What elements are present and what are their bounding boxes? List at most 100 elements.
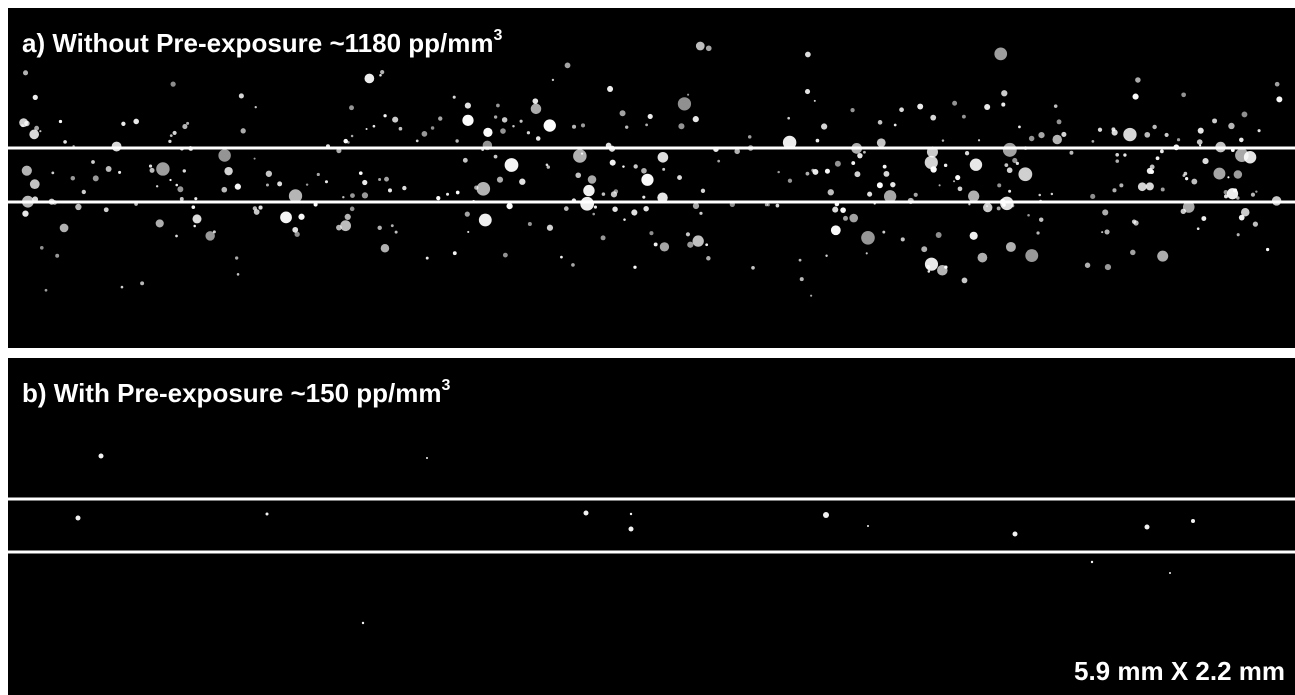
particle: [1244, 151, 1256, 163]
particle: [22, 166, 32, 176]
particle: [266, 171, 272, 177]
particle: [645, 124, 648, 127]
particle: [1227, 176, 1229, 178]
particle: [584, 511, 589, 516]
particle: [494, 115, 497, 118]
particle: [765, 203, 768, 206]
particle: [751, 266, 755, 270]
particle: [914, 193, 918, 197]
particle: [565, 62, 571, 68]
particle: [254, 209, 260, 215]
particle: [1276, 96, 1282, 102]
particle: [850, 108, 854, 112]
particle: [693, 203, 699, 209]
particle: [23, 70, 28, 75]
label-superscript: 3: [441, 377, 450, 394]
particle: [483, 128, 492, 137]
particle: [392, 117, 398, 123]
particle: [221, 187, 227, 193]
particle: [1051, 193, 1053, 195]
particle: [1181, 92, 1186, 97]
particle: [978, 139, 980, 141]
particle: [1092, 140, 1095, 143]
particle: [560, 256, 563, 259]
page: a) Without Pre-exposure ~1180 pp/mm3 b) …: [0, 0, 1295, 695]
particle: [258, 206, 262, 210]
particle: [592, 213, 595, 216]
particle: [1145, 525, 1150, 530]
particle: [788, 179, 792, 183]
particle: [649, 231, 653, 235]
particle: [1258, 129, 1261, 132]
particle: [140, 281, 144, 285]
particle: [942, 139, 944, 141]
particle: [544, 119, 556, 131]
particle: [546, 163, 549, 166]
particle: [1177, 138, 1180, 141]
particle: [884, 171, 890, 177]
particle: [1138, 182, 1147, 191]
particle: [426, 257, 429, 260]
particle: [894, 124, 897, 127]
particle: [1027, 214, 1030, 217]
particle: [180, 197, 184, 201]
particle: [1036, 231, 1039, 234]
particle: [825, 255, 827, 257]
particle: [436, 196, 440, 200]
particle: [851, 161, 855, 165]
particle: [362, 192, 368, 198]
particle: [347, 141, 350, 144]
particle: [121, 122, 125, 126]
particle: [1147, 168, 1153, 174]
particle: [336, 225, 342, 231]
particle: [362, 622, 364, 624]
particle: [1253, 221, 1258, 226]
particle: [383, 114, 386, 117]
particle: [623, 218, 626, 221]
particle: [104, 207, 109, 212]
particle: [218, 149, 230, 161]
particle: [968, 203, 970, 205]
particle: [634, 164, 638, 168]
particle: [654, 242, 658, 246]
particle: [1038, 194, 1041, 197]
particle: [952, 101, 957, 106]
particle: [121, 286, 124, 289]
particle: [1198, 128, 1204, 134]
particle: [633, 266, 636, 269]
particle: [169, 179, 171, 181]
particle: [705, 243, 708, 246]
particle: [930, 115, 936, 121]
particle: [814, 100, 816, 102]
particle: [1135, 77, 1141, 83]
particle: [373, 125, 376, 128]
particle: [777, 171, 779, 173]
particle: [502, 117, 507, 122]
particle: [295, 232, 300, 237]
particle: [677, 175, 682, 180]
particle: [1001, 90, 1007, 96]
particle: [402, 186, 406, 190]
particle: [828, 189, 834, 195]
particle: [861, 231, 875, 245]
particle: [717, 160, 720, 163]
particle: [1160, 149, 1164, 153]
particle: [1025, 249, 1038, 262]
particle: [1191, 519, 1195, 523]
particle: [340, 220, 351, 231]
particle: [446, 193, 449, 196]
particle: [1001, 103, 1005, 107]
particle: [156, 219, 164, 227]
particle: [612, 206, 617, 211]
particle: [1018, 167, 1032, 181]
particle: [298, 214, 304, 220]
particle: [867, 192, 872, 197]
particle: [944, 164, 947, 167]
particle: [173, 131, 177, 135]
particle: [497, 177, 503, 183]
particle: [422, 131, 428, 137]
particle: [266, 513, 269, 516]
particle: [962, 115, 966, 119]
particle: [581, 123, 585, 127]
particle: [899, 107, 904, 112]
